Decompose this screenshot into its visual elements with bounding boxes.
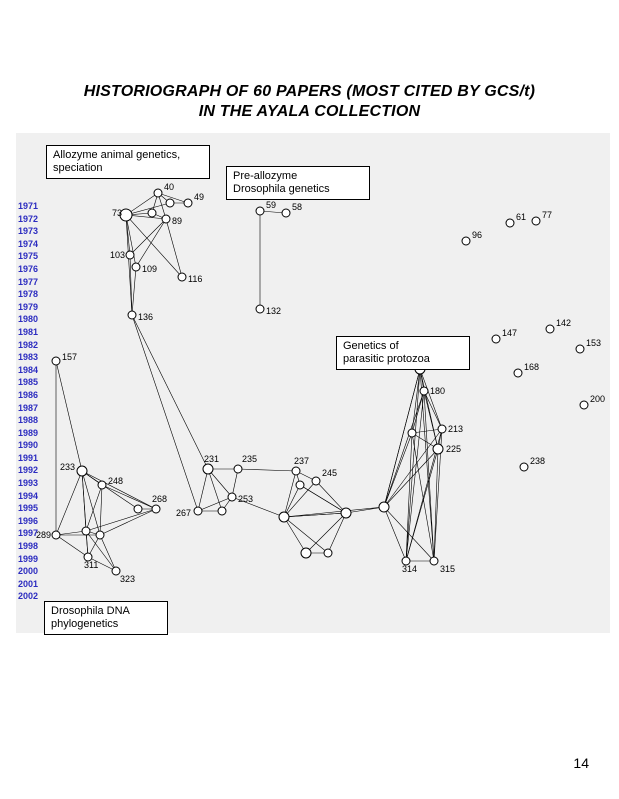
callout-box: Allozyme animal genetics,speciation (46, 145, 210, 179)
edge (136, 219, 166, 267)
node (52, 531, 60, 539)
callout-box: Pre-allozymeDrosophila genetics (226, 166, 370, 200)
node (178, 273, 186, 281)
node (256, 207, 264, 215)
page-title: HISTORIOGRAPH OF 60 PAPERS (MOST CITED B… (0, 82, 619, 122)
node (152, 505, 160, 513)
node (301, 548, 311, 558)
edge (316, 481, 346, 513)
node (234, 465, 242, 473)
edge (132, 315, 198, 511)
node (112, 567, 120, 575)
edge (208, 469, 222, 511)
node (430, 557, 438, 565)
node (166, 199, 174, 207)
node (433, 444, 443, 454)
edge (384, 433, 412, 507)
node (514, 369, 522, 377)
node (379, 502, 389, 512)
node (296, 481, 304, 489)
node (532, 217, 540, 225)
node (462, 237, 470, 245)
callout-box: Drosophila DNAphylogenetics (44, 601, 168, 635)
edge (82, 471, 100, 535)
node (218, 507, 226, 515)
node (506, 219, 514, 227)
node (194, 507, 202, 515)
edge (406, 369, 420, 561)
edge (412, 433, 434, 561)
node (120, 209, 132, 221)
node (256, 305, 264, 313)
edge (238, 469, 296, 471)
node (203, 464, 213, 474)
node (576, 345, 584, 353)
callout-box: Genetics ofparasitic protozoa (336, 336, 470, 370)
node (492, 335, 500, 343)
node (132, 263, 140, 271)
edge (384, 369, 420, 507)
edge (300, 485, 346, 513)
edge (56, 531, 86, 535)
title-line-2: IN THE AYALA COLLECTION (199, 103, 420, 120)
edge (232, 497, 284, 517)
node (402, 557, 410, 565)
network-svg (16, 133, 610, 633)
node (279, 512, 289, 522)
edge (100, 485, 102, 535)
node (84, 553, 92, 561)
node (438, 425, 446, 433)
node (546, 325, 554, 333)
title-line-1: HISTORIOGRAPH OF 60 PAPERS (MOST CITED B… (84, 83, 535, 100)
edge (130, 219, 166, 255)
node (292, 467, 300, 475)
node (184, 199, 192, 207)
edge (384, 507, 406, 561)
node (148, 209, 156, 217)
node (96, 531, 104, 539)
edge (306, 513, 346, 553)
edge (412, 429, 442, 433)
node (420, 387, 428, 395)
node (154, 189, 162, 197)
edge (284, 507, 384, 517)
edge (86, 509, 156, 531)
edge (198, 469, 208, 511)
node (77, 466, 87, 476)
node (126, 251, 134, 259)
edge (100, 509, 156, 535)
node (82, 527, 90, 535)
node (162, 215, 170, 223)
node (128, 311, 136, 319)
page-number: 14 (573, 755, 589, 771)
node (408, 429, 416, 437)
node (341, 508, 351, 518)
edge (88, 557, 116, 571)
edge (424, 391, 442, 429)
node (312, 477, 320, 485)
node (324, 549, 332, 557)
edge (208, 469, 232, 497)
node (282, 209, 290, 217)
edge (328, 513, 346, 553)
node (134, 505, 142, 513)
edge (284, 517, 306, 553)
edge (56, 471, 82, 535)
node (98, 481, 106, 489)
edge (56, 361, 82, 471)
edge (86, 485, 102, 531)
edge (132, 315, 208, 469)
edge (82, 471, 138, 509)
node (228, 493, 236, 501)
edge (132, 267, 136, 315)
node (52, 357, 60, 365)
node (580, 401, 588, 409)
node (520, 463, 528, 471)
edge (102, 485, 156, 509)
edge (56, 535, 88, 557)
edge (82, 471, 156, 509)
